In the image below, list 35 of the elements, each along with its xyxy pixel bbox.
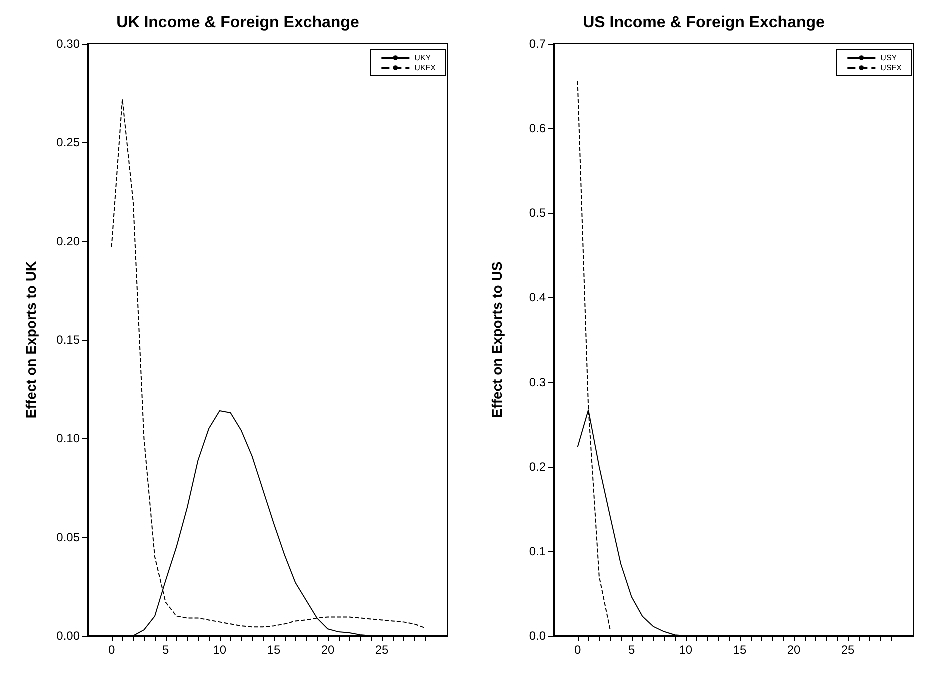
y-axis-title: Effect on Exports to UK [23, 261, 39, 419]
x-tick-label: 15 [733, 643, 747, 657]
x-tick-label: 15 [267, 643, 281, 657]
legend-label: UKY [414, 54, 432, 62]
y-tick-label: 0.00 [56, 629, 80, 643]
y-tick-label: 0.3 [529, 375, 546, 390]
y-axis-title: Effect on Exports to US [489, 262, 505, 418]
y-tick-label: 0.0 [529, 629, 546, 643]
legend-label: UKFX [414, 64, 437, 72]
legend-label: USFX [880, 64, 903, 72]
x-tick-label: 5 [162, 643, 170, 657]
y-tick-label: 0.05 [56, 530, 80, 544]
y-tick-label: 0.2 [529, 460, 546, 474]
y-tick-label: 0.20 [56, 234, 80, 248]
y-tick-label: 0.10 [56, 432, 80, 446]
y-tick-label: 0.30 [56, 37, 80, 51]
x-tick-label: 0 [108, 643, 116, 657]
y-tick-label: 0.7 [529, 37, 546, 51]
x-tick-label: 20 [321, 643, 335, 657]
x-tick-label: 25 [375, 643, 390, 657]
y-tick-label: 0.4 [529, 290, 546, 305]
x-tick-label: 25 [841, 643, 856, 657]
x-tick-label: 0 [574, 643, 582, 657]
chart-title: US Income & Foreign Exchange [583, 14, 826, 32]
y-tick-label: 0.1 [529, 544, 546, 558]
chart-title: UK Income & Foreign Exchange [116, 14, 360, 32]
x-tick-label: 10 [213, 643, 227, 657]
legend-label: USY [880, 54, 898, 62]
x-tick-label: 10 [679, 643, 693, 657]
y-tick-label: 0.5 [529, 206, 546, 220]
x-tick-label: 5 [628, 643, 636, 657]
y-tick-label: 0.6 [529, 122, 546, 136]
y-tick-label: 0.25 [56, 136, 80, 150]
y-tick-label: 0.15 [56, 333, 80, 347]
x-tick-label: 20 [787, 643, 801, 657]
